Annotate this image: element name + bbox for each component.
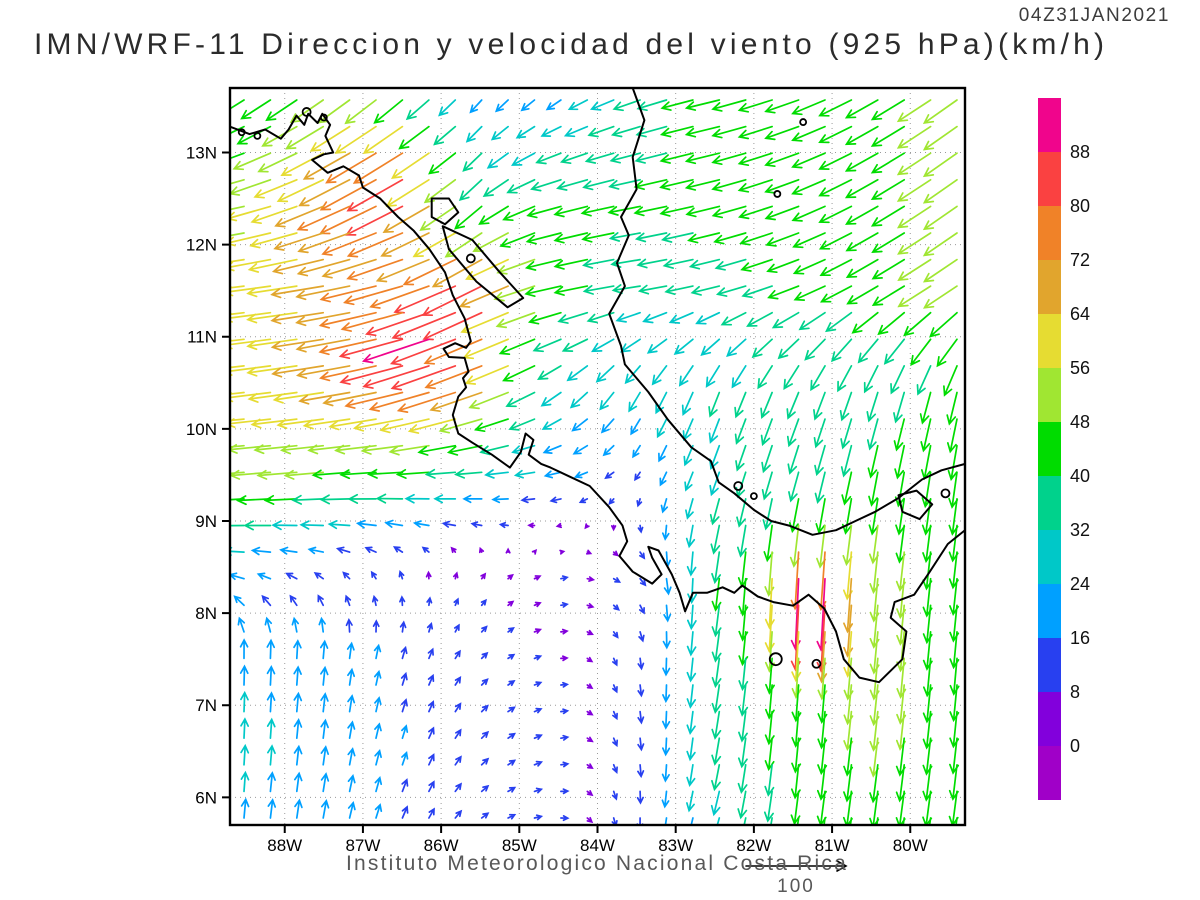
lon-tick-label: 86W [424,836,459,855]
colorbar-tick-label: 72 [1070,250,1090,270]
colorbar-tick-label: 80 [1070,196,1090,216]
lon-tick-label: 87W [345,836,380,855]
lat-tick-label: 8N [195,604,217,623]
colorbar-tick-label: 0 [1070,736,1080,756]
lat-tick-label: 10N [186,420,217,439]
axis-ticks-and-labels [222,151,912,833]
colorbar-tick-label: 8 [1070,682,1080,702]
colorbar-tick-label: 48 [1070,412,1090,432]
colorbar: 0 8 16 24 32 40 48 56 64 72 80 88 [1038,98,1090,800]
colorbar-tick-label: 16 [1070,628,1090,648]
lon-tick-label: 83W [658,836,693,855]
colorbar-tick-label: 88 [1070,142,1090,162]
lon-tick-label: 85W [502,836,537,855]
lat-tick-label: 9N [195,512,217,531]
lat-tick-label: 11N [187,328,217,347]
colorbar-tick-label: 40 [1070,466,1090,486]
reference-vector-arrow [745,860,848,872]
colorbar-tick-label: 24 [1070,574,1090,594]
colorbar-tick-label: 56 [1070,358,1090,378]
plot-title: IMN/WRF-11 Direccion y velocidad del vie… [34,28,1109,61]
lat-tick-label: 12N [186,236,217,255]
lat-tick-label: 6N [195,788,217,807]
credit-caption: Instituto Meteorologico Nacional Costa R… [346,852,848,875]
colorbar-tick-label: 32 [1070,520,1090,540]
reference-vector-label: 100 [777,876,815,897]
wind-vector-field [231,99,960,824]
lon-tick-label: 82W [736,836,771,855]
lon-tick-label: 81W [815,836,850,855]
lon-tick-label: 88W [267,836,302,855]
colorbar-tick-label: 64 [1070,304,1090,324]
lat-tick-label: 7N [195,696,217,715]
lat-tick-label: 13N [186,143,217,162]
axis-tick-labels: 88W 87W 86W 85W 84W 83W 82W 81W 80W 13N 12N 11N 10N 9… [186,143,928,855]
lon-tick-label: 80W [893,836,928,855]
timestamp: 04Z31JAN2021 [1018,5,1170,26]
lon-tick-label: 84W [580,836,615,855]
coastline-paths [231,89,964,684]
